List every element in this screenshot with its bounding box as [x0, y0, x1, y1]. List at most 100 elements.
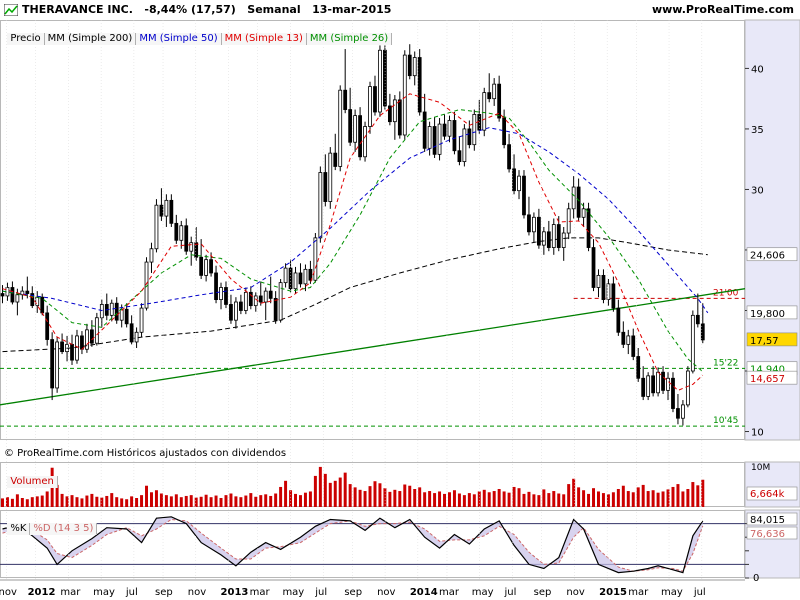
price-tag-label: 17,57	[750, 336, 779, 347]
volume-bar	[229, 493, 233, 507]
volume-bar	[279, 486, 283, 507]
volume-bar	[487, 492, 491, 507]
candle-down	[10, 287, 15, 303]
volume-bar	[562, 494, 566, 507]
candle-down	[387, 105, 392, 123]
x-tick-label: nov	[566, 587, 584, 598]
candle-down	[641, 377, 646, 397]
volume-bar	[631, 492, 635, 507]
price-tag-label: 24,606	[750, 251, 785, 262]
volume-bar	[289, 490, 293, 507]
candle-down	[383, 49, 387, 107]
volume-bar	[214, 495, 218, 507]
legend-price[interactable]: Precio	[7, 33, 45, 45]
x-tick-label: sep	[155, 587, 173, 598]
x-tick-label: may	[282, 587, 304, 598]
volume-bar	[582, 490, 586, 507]
volume-bar	[433, 493, 437, 507]
candle-down	[442, 123, 447, 137]
volume-bar	[234, 496, 238, 507]
volume-bar	[656, 492, 660, 507]
x-tick-label: jul	[125, 587, 138, 598]
legend-k[interactable]: %K	[7, 523, 31, 535]
candle-down	[422, 111, 427, 149]
legend-ma50[interactable]: MM (Simple 50)	[136, 33, 222, 45]
candle-down	[159, 204, 164, 217]
candle-down	[522, 175, 526, 216]
candle-up	[581, 208, 586, 218]
candle-up	[283, 267, 288, 284]
candle-up	[15, 294, 20, 303]
legend-ma13[interactable]: MM (Simple 13)	[221, 33, 307, 45]
volume-bar	[363, 491, 367, 507]
volume-bar	[184, 495, 188, 507]
candle-up	[492, 83, 497, 100]
level-label: 10'45	[713, 416, 738, 426]
oscillator-legend: %K %D (14 3 5)	[1, 511, 98, 535]
volume-bar	[557, 493, 561, 507]
x-tick-label: may	[93, 587, 115, 598]
volume-bar	[179, 497, 183, 507]
volume-bar	[284, 480, 288, 507]
volume-bar	[472, 494, 476, 507]
volume-bar	[502, 491, 506, 507]
volume-y-tick-label: 10M	[751, 463, 770, 473]
x-tick-label: jul	[504, 587, 517, 598]
x-tick-label: jul	[693, 587, 706, 598]
volume-bar	[477, 491, 481, 507]
x-tick-label: 2015	[599, 587, 627, 598]
volume-bar	[691, 482, 695, 507]
volume-bar	[189, 495, 193, 507]
volume-bar	[671, 486, 675, 507]
candle-up	[139, 307, 144, 333]
volume-bar	[398, 491, 402, 507]
candle-up	[303, 268, 308, 285]
candle-down	[30, 293, 35, 307]
candle-down	[224, 287, 228, 305]
candle-up	[85, 329, 89, 350]
candle-down	[258, 295, 263, 303]
candle-up	[646, 375, 651, 397]
candle-up	[55, 341, 60, 389]
candle-down	[343, 89, 348, 110]
candle-up	[656, 371, 660, 394]
legend-volume[interactable]: Volumen	[7, 476, 58, 488]
x-tick-label: 2014	[410, 587, 438, 598]
candle-up	[94, 317, 99, 344]
candle-down	[611, 283, 616, 309]
candle-down	[238, 301, 243, 311]
candle-down	[452, 120, 457, 152]
legend-d[interactable]: %D (14 3 5)	[30, 523, 98, 535]
candle-down	[248, 291, 253, 307]
volume-bar	[35, 496, 39, 507]
candle-up	[35, 296, 40, 307]
candle-down	[358, 115, 362, 158]
candle-up	[517, 175, 521, 192]
x-tick-label: jul	[314, 587, 327, 598]
candle-down	[229, 304, 233, 321]
website-label[interactable]: www.ProRealTime.com	[651, 3, 794, 16]
volume-bar	[269, 495, 273, 507]
price-y-tick-label: 35	[751, 125, 764, 136]
candle-down	[616, 307, 621, 333]
volume-bar	[438, 491, 442, 507]
candle-up	[596, 274, 601, 288]
candle-up	[318, 172, 323, 239]
ma26-line	[2, 109, 704, 373]
candle-down	[576, 186, 581, 218]
volume-bar	[373, 481, 377, 507]
candle-up	[666, 377, 670, 391]
legend-ma26[interactable]: MM (Simple 26)	[306, 33, 393, 45]
legend-ma200[interactable]: MM (Simple 200)	[44, 33, 137, 45]
volume-bar	[527, 491, 531, 507]
candle-down	[467, 128, 472, 146]
volume-bar	[596, 491, 600, 507]
volume-bar	[542, 489, 546, 507]
candle-up	[571, 186, 576, 210]
volume-bar	[587, 493, 591, 507]
candle-down	[676, 408, 680, 419]
candle-up	[219, 287, 223, 300]
price-y-tick-label: 30	[751, 185, 764, 196]
copyright-notice: © ProRealTime.com Históricos ajustados c…	[4, 448, 287, 459]
